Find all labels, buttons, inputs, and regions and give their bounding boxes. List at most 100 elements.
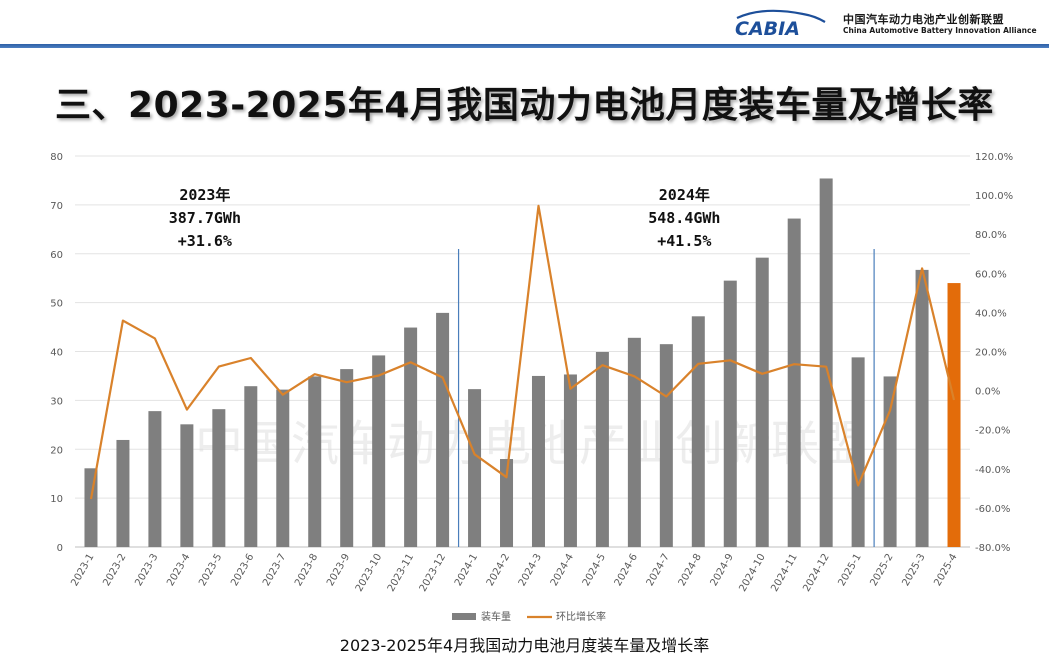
x-tick-label: 2024-10	[737, 552, 767, 594]
x-tick-label: 2023-6	[229, 552, 256, 588]
x-tick-label: 2025-2	[868, 552, 895, 588]
bar	[404, 327, 418, 547]
bar	[915, 269, 929, 547]
x-tick-label: 2023-12	[418, 552, 448, 594]
left-tick-label: 30	[50, 396, 63, 407]
bar	[436, 312, 450, 547]
bar	[883, 376, 897, 547]
annotations: 2023年 387.7GWh +31.6% 2024年 548.4GWh +41.5%	[169, 186, 721, 250]
header-bar: CABIA 中国汽车动力电池产业创新联盟 China Automotive Ba…	[0, 0, 1049, 50]
x-tick-label: 2023-10	[354, 552, 384, 594]
right-tick-label: -40.0%	[975, 465, 1010, 476]
line-series	[89, 204, 956, 500]
x-tick-label: 2024-8	[677, 552, 704, 588]
bar	[755, 257, 769, 547]
watermark-text: 中国汽车动力电池产业创新联盟	[195, 416, 867, 472]
x-tick-label: 2024-2	[485, 552, 512, 588]
bar	[116, 439, 130, 547]
right-tick-label: -80.0%	[975, 543, 1010, 554]
annotation-line: +31.6%	[178, 232, 232, 250]
bar	[244, 386, 258, 547]
right-tick-label: 100.0%	[975, 191, 1013, 202]
x-tick-label: 2024-5	[581, 552, 608, 588]
x-axis-ticks: 2023-1 2023-2 2023-3 2023-4 2023-5 2023-6 2023…	[69, 552, 959, 594]
x-tick-label: 2024-12	[801, 552, 831, 594]
annotation-line: 387.7GWh	[169, 209, 241, 227]
left-tick-label: 40	[50, 348, 63, 359]
right-tick-label: -60.0%	[975, 504, 1010, 515]
left-tick-label: 20	[50, 445, 63, 456]
x-tick-label: 2025-3	[900, 552, 927, 588]
right-tick-label: -20.0%	[975, 426, 1010, 437]
annotation-line: 2024年	[659, 186, 710, 204]
annotation-line: 2023年	[179, 186, 230, 204]
chart-caption: 2023-2025年4月我国动力电池月度装车量及增长率	[339, 636, 710, 655]
x-tick-label: 2023-1	[69, 552, 96, 588]
bar	[563, 374, 577, 547]
growth-line	[89, 204, 956, 500]
bar	[372, 355, 386, 547]
cabia-logo: CABIA	[735, 9, 826, 38]
bar	[787, 218, 801, 547]
x-tick-label: 2024-6	[613, 552, 640, 588]
annotation-line: 548.4GWh	[648, 209, 720, 227]
x-tick-label: 2024-4	[549, 552, 576, 588]
x-tick-label: 2024-9	[709, 552, 736, 588]
right-tick-label: 0.0%	[975, 387, 1000, 398]
bar	[84, 468, 98, 547]
x-tick-label: 2023-3	[133, 552, 160, 588]
bar	[627, 337, 641, 547]
x-tick-label: 2023-7	[261, 552, 288, 588]
left-tick-label: 0	[57, 543, 63, 554]
legend-bar-label: 装车量	[481, 610, 511, 623]
slide-title: 三、2023-2025年4月我国动力电池月度装车量及增长率	[55, 85, 994, 126]
x-tick-label: 2024-7	[645, 552, 672, 588]
left-tick-label: 50	[50, 299, 63, 310]
x-tick-label: 2025-4	[932, 552, 959, 588]
bar	[340, 369, 354, 547]
org-name-cn: 中国汽车动力电池产业创新联盟	[843, 13, 1004, 26]
x-tick-label: 2023-11	[386, 552, 416, 594]
bar	[947, 283, 961, 547]
bar	[595, 351, 609, 547]
bar	[723, 280, 737, 547]
x-tick-label: 2023-5	[197, 552, 224, 588]
bar	[308, 376, 322, 547]
logo-swoosh	[736, 9, 826, 23]
x-tick-label: 2023-2	[101, 552, 128, 588]
right-tick-label: 80.0%	[975, 230, 1007, 241]
annotation-line: +41.5%	[657, 232, 711, 250]
bar	[180, 424, 194, 547]
bar	[659, 344, 673, 547]
left-tick-label: 60	[50, 250, 63, 261]
legend-bar-swatch	[452, 613, 476, 620]
x-tick-label: 2025-1	[836, 552, 863, 588]
bar	[500, 459, 514, 547]
bar-series	[84, 178, 961, 548]
left-tick-label: 70	[50, 201, 63, 212]
x-tick-label: 2024-3	[517, 552, 544, 588]
x-tick-label: 2023-4	[165, 552, 192, 588]
org-name-en: China Automotive Battery Innovation Alli…	[843, 26, 1037, 35]
x-tick-label: 2024-1	[453, 552, 480, 588]
logo-wordmark: CABIA	[735, 18, 800, 38]
right-tick-label: 60.0%	[975, 269, 1007, 280]
bar	[691, 316, 705, 547]
header-rule	[0, 44, 1049, 48]
left-axis-ticks: 0 10 20 30 40 50 60 70 80	[50, 152, 63, 554]
right-tick-label: 20.0%	[975, 348, 1007, 359]
bar	[851, 357, 865, 547]
left-tick-label: 80	[50, 152, 63, 163]
legend: 装车量 环比增长率	[452, 610, 606, 623]
bar	[276, 389, 290, 547]
year-dividers	[457, 249, 875, 547]
right-tick-label: 40.0%	[975, 308, 1007, 319]
x-tick-label: 2023-8	[293, 552, 320, 588]
x-tick-label: 2024-11	[769, 552, 799, 594]
bar	[531, 375, 545, 547]
legend-line-label: 环比增长率	[556, 610, 606, 623]
right-axis-ticks: -80.0% -60.0% -40.0% -20.0% 0.0% 20.0% 40.0% 60…	[975, 152, 1013, 554]
bar	[819, 178, 833, 548]
bar	[148, 411, 162, 547]
